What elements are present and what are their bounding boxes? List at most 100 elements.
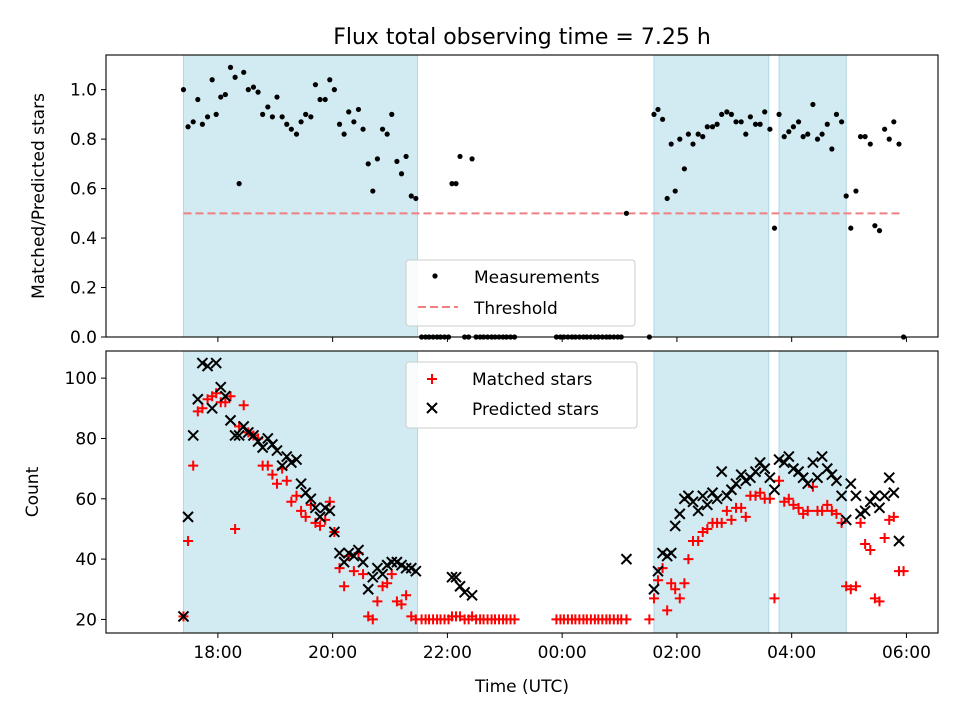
matched-star-point <box>401 590 412 601</box>
shaded-interval <box>653 54 770 338</box>
predicted-star-point <box>749 465 762 478</box>
predicted-star-point <box>840 514 852 526</box>
matched-star-point <box>764 493 775 504</box>
y-tick-label: 0.2 <box>70 279 97 299</box>
matched-star-point <box>281 475 292 486</box>
measurement-point <box>862 134 868 140</box>
predicted-star-point <box>697 490 709 502</box>
measurement-point <box>767 126 773 132</box>
measurement-point <box>738 119 744 125</box>
predicted-star-point <box>276 459 288 472</box>
measurement-point <box>810 101 816 108</box>
x-tick-label: 02:00 <box>652 643 701 663</box>
measurement-point <box>743 131 749 137</box>
measurement-point <box>786 129 792 135</box>
legend-label-threshold: Threshold <box>473 299 558 319</box>
predicted-star-point <box>620 553 633 565</box>
predicted-star-point <box>450 571 462 583</box>
predicted-star-point <box>338 556 350 568</box>
measurement-point <box>685 131 692 137</box>
measurement-point <box>209 77 215 83</box>
measurement-point <box>370 188 376 194</box>
x-tick-label: 04:00 <box>767 643 816 663</box>
predicted-star-point <box>783 450 795 463</box>
predicted-star-point <box>826 468 838 481</box>
predicted-star-point <box>262 432 274 445</box>
predicted-star-point <box>687 496 699 508</box>
measurement-point <box>677 136 683 142</box>
measurement-point <box>747 114 753 120</box>
matched-star-point <box>271 478 282 489</box>
predicted-star-point <box>759 462 771 475</box>
measurement-point <box>672 188 678 194</box>
bottom-legend-box <box>405 361 638 429</box>
legend-marker-measurements <box>432 273 438 279</box>
measurement-point <box>260 111 266 117</box>
matched-star-point <box>802 505 813 516</box>
matched-star-point <box>662 605 673 616</box>
predicted-star-point <box>256 441 269 454</box>
legend-marker-matched <box>427 374 437 384</box>
predicted-star-point <box>701 499 714 511</box>
matched-star-point <box>211 388 222 399</box>
measurement-point <box>771 225 778 231</box>
matched-star-point <box>296 505 307 516</box>
matched-star-point <box>339 581 350 592</box>
measurement-point <box>199 121 205 127</box>
predicted-star-point <box>787 462 800 475</box>
predicted-star-point <box>266 438 279 451</box>
y-tick-label: 20 <box>75 610 97 630</box>
matched-star-point <box>291 490 302 501</box>
chart-title: Flux total observing time = 7.25 h <box>333 25 711 50</box>
predicted-star-point <box>802 477 814 490</box>
matched-star-point <box>666 578 677 589</box>
measurement-point <box>848 225 854 231</box>
x-tick-label: 22:00 <box>423 643 472 663</box>
matched-star-point <box>348 566 359 577</box>
measurement-point <box>360 126 366 132</box>
predicted-star-point <box>196 357 209 369</box>
predicted-star-point <box>665 547 677 559</box>
predicted-star-point <box>692 505 704 517</box>
measurement-point <box>781 134 787 140</box>
matched-star-point <box>386 569 397 580</box>
measurement-point <box>651 111 657 117</box>
top-panel-frame <box>105 54 939 338</box>
predicted-star-point <box>348 550 360 562</box>
matched-star-point <box>220 397 231 408</box>
matched-star-point <box>793 502 804 513</box>
measurement-point <box>379 126 386 132</box>
predicted-star-point <box>295 477 307 490</box>
measurement-point <box>245 87 251 93</box>
predicted-star-point <box>324 505 336 517</box>
predicted-star-point <box>400 562 412 574</box>
predicted-star-point <box>778 456 790 469</box>
measurement-point <box>681 166 687 172</box>
matched-star-point <box>716 517 727 528</box>
measurement-point <box>814 136 821 142</box>
matched-star-point <box>225 391 236 402</box>
predicted-star-point <box>177 610 190 623</box>
matched-star-point <box>670 584 681 595</box>
measurement-point <box>204 114 211 120</box>
predicted-star-point <box>309 502 322 514</box>
predicted-star-point <box>893 535 905 547</box>
predicted-star-point <box>715 465 728 478</box>
matched-star-point <box>850 581 861 592</box>
x-tick-label: 18:00 <box>193 643 242 663</box>
bottom-panel-frame <box>105 350 939 634</box>
predicted-star-point <box>754 456 766 469</box>
predicted-star-point <box>458 586 471 598</box>
predicted-star-point <box>314 511 326 523</box>
predicted-star-point <box>792 465 805 478</box>
measurement-point <box>449 181 455 187</box>
measurement-point <box>341 131 347 137</box>
measurement-point <box>853 188 859 194</box>
matched-star-point <box>755 487 766 498</box>
matched-star-point <box>262 460 273 471</box>
measurement-point <box>728 111 735 117</box>
matched-star-point <box>879 532 890 543</box>
measurement-point <box>623 210 630 216</box>
measurement-point <box>876 228 883 234</box>
legend-marker-predicted <box>426 402 438 414</box>
